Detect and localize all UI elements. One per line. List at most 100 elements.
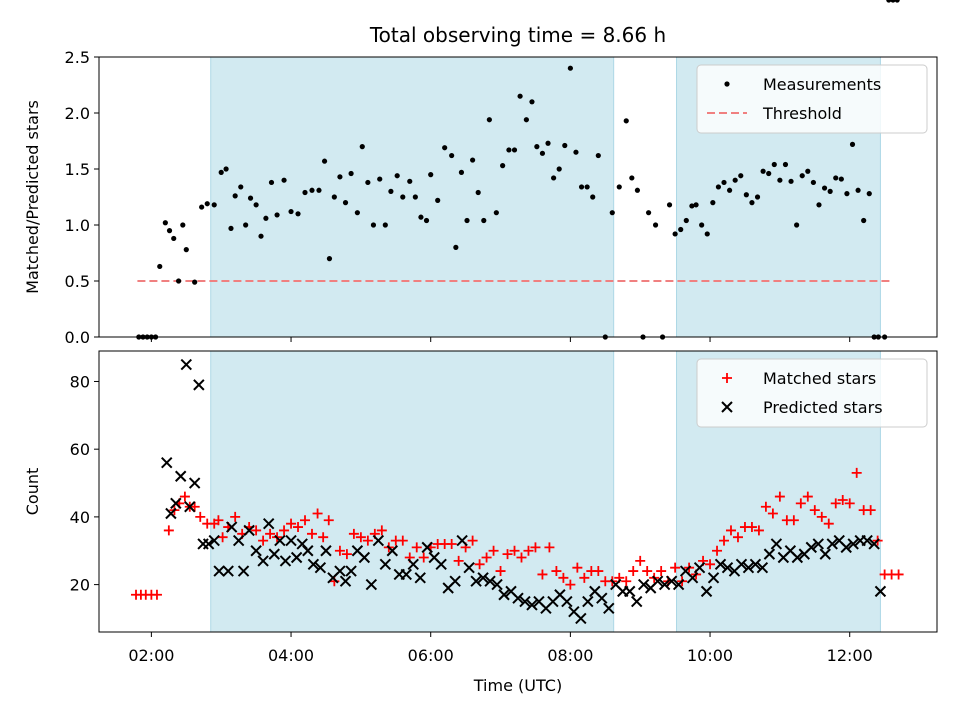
measurement-point — [517, 93, 523, 99]
matched-star-point — [656, 566, 667, 577]
measurement-point — [281, 177, 287, 183]
top-panel: 0.0 0.5 1.0 1.5 2.0 2.5 Matched/Predicted sta… — [23, 0, 938, 347]
measurement-point — [578, 184, 585, 190]
measurement-point — [171, 235, 177, 242]
measurement-point — [470, 157, 476, 163]
predicted-star-point — [170, 497, 182, 510]
measurement-point — [176, 278, 182, 284]
matched-star-point — [195, 511, 206, 522]
predicted-star-point — [268, 548, 280, 560]
predicted-star-point — [624, 585, 636, 598]
measurement-point — [204, 201, 210, 207]
legend-label: Predicted stars — [763, 398, 883, 417]
matched-star-point — [635, 555, 646, 566]
measurement-point — [211, 202, 217, 208]
predicted-star-point — [180, 358, 192, 371]
predicted-star-point — [208, 534, 220, 547]
predicted-star-point — [414, 572, 426, 584]
measurement-point — [192, 279, 198, 285]
measurement-point — [810, 179, 816, 186]
matched-star-point — [151, 589, 162, 600]
measurement-point — [678, 226, 684, 233]
matched-star-point — [837, 494, 848, 505]
top-y-axis-label: Matched/Predicted stars — [23, 100, 42, 294]
matched-star-point — [217, 532, 228, 543]
matched-star-point — [767, 508, 778, 519]
predicted-star-point — [456, 534, 468, 547]
measurement-point — [672, 231, 678, 237]
measurement-point — [886, 0, 892, 3]
matched-star-point — [753, 525, 764, 536]
measurement-point — [573, 149, 579, 155]
matched-star-point — [411, 542, 422, 553]
predicted-star-point — [735, 558, 748, 570]
measurement-point — [342, 200, 349, 206]
measurement-point — [827, 188, 833, 194]
measurement-point — [805, 168, 811, 174]
matched-star-point — [565, 579, 576, 590]
predicted-star-point — [721, 561, 734, 574]
x-tick-label: 10:00 — [687, 646, 733, 665]
measurement-point — [590, 194, 596, 200]
predicted-star-point — [575, 612, 587, 625]
measurement-point — [715, 184, 722, 190]
measurement-point — [354, 210, 360, 216]
measurement-point — [166, 228, 173, 234]
measurement-point — [394, 173, 400, 179]
matched-star-point — [355, 532, 366, 543]
matched-star-point — [865, 505, 876, 516]
predicted-star-point — [826, 538, 838, 550]
measurement-point — [833, 175, 839, 181]
predicted-star-point — [603, 602, 615, 615]
measurement-point — [683, 217, 689, 224]
observing-interval-0 — [210, 56, 615, 338]
legend-box — [696, 64, 928, 134]
matched-star-point — [213, 515, 224, 526]
predicted-star-point — [379, 558, 392, 570]
predicted-star-point — [840, 541, 852, 554]
predicted-star-point — [686, 572, 699, 584]
predicted-star-point — [307, 558, 320, 570]
measurement-point — [359, 144, 365, 150]
legend-predicted-swatch — [721, 401, 733, 413]
measurement-point — [481, 217, 487, 224]
y-tick-label: 40 — [70, 508, 90, 527]
matched-star-point — [537, 569, 548, 580]
predicted-star-point — [274, 534, 286, 547]
predicted-star-point — [868, 538, 880, 550]
measurement-point — [562, 142, 568, 149]
matched-star-point — [348, 528, 359, 539]
matched-star-point — [816, 511, 827, 522]
predicted-star-point — [561, 595, 573, 608]
matched-star-point — [189, 501, 200, 512]
matched-star-point — [251, 525, 262, 536]
predicted-star-point — [302, 545, 314, 557]
predicted-star-point — [262, 517, 275, 530]
measurement-point — [309, 187, 315, 193]
y-tick-label: 60 — [70, 440, 90, 459]
measurement-point — [743, 192, 749, 198]
measurement-point — [760, 168, 766, 174]
legend-matched-swatch — [722, 373, 732, 383]
measurement-point — [316, 187, 322, 193]
measurement-point — [407, 178, 413, 184]
legend-box — [696, 358, 928, 428]
measurement-point — [816, 202, 822, 208]
measurement-point — [645, 210, 652, 216]
y-tick-label: 0.0 — [65, 328, 90, 347]
matched-star-point — [719, 535, 730, 546]
predicted-star-point — [400, 568, 412, 581]
predicted-star-point — [290, 551, 303, 564]
measurement-point — [263, 215, 269, 221]
measurement-point — [849, 141, 856, 147]
predicted-star-point — [463, 561, 475, 574]
predicted-star-point — [637, 578, 650, 591]
measurement-point — [442, 145, 448, 151]
measurement-point — [539, 150, 546, 156]
matched-star-point — [642, 566, 653, 577]
predicted-star-point — [250, 545, 262, 557]
measurement-point — [377, 176, 383, 182]
predicted-star-point — [477, 572, 489, 584]
measurement-point — [302, 189, 308, 196]
predicted-star-point — [596, 592, 608, 604]
